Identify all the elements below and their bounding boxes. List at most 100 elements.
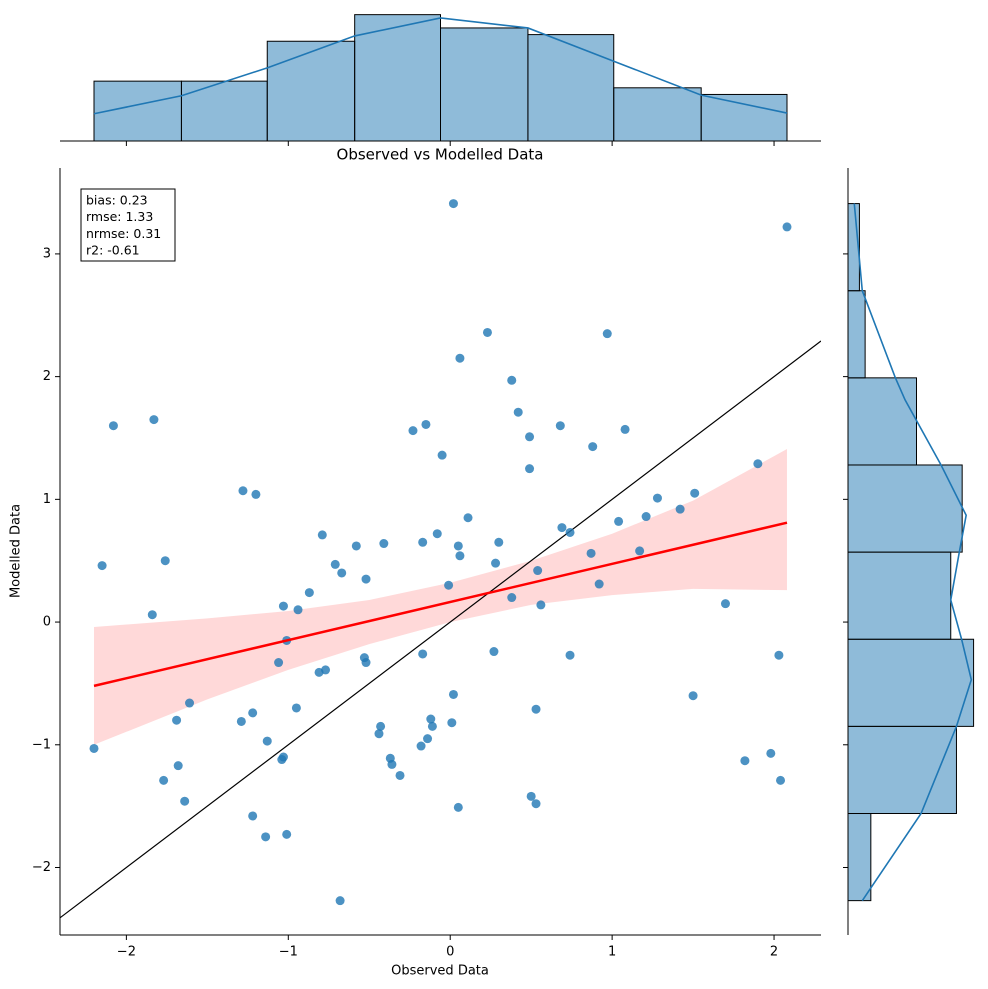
scatter-point [108,421,118,431]
scatter-point [374,729,384,739]
scatter-point [304,588,314,598]
stats-text: r2: -0.61 [86,243,140,258]
scatter-point [594,579,604,589]
scatter-point [453,802,463,812]
scatter-point [427,721,437,731]
y-tick-label: 0 [43,615,51,630]
histogram-bar [266,40,356,142]
scatter-point [753,459,763,469]
scatter-point [180,796,190,806]
x-axis-label: Observed Data [391,964,489,979]
scatter-point [525,464,535,474]
scatter-point [531,704,541,714]
scatter-point [172,715,182,725]
scatter-point [766,748,776,758]
scatter-point [444,580,454,590]
scatter-point [89,743,99,753]
scatter-point [147,610,157,620]
scatter-point [588,442,598,452]
histogram-bar [847,464,963,553]
y-tick-label: 2 [43,369,51,384]
scatter-point [513,407,523,417]
scatter-point [330,559,340,569]
histogram-bar [180,80,268,142]
scatter-point [740,756,750,766]
scatter-point [395,770,405,780]
scatter-point [291,703,301,713]
histogram-bar [440,27,529,142]
scatter-point [620,424,630,434]
scatter-point [379,539,389,549]
stats-text: bias: 0.23 [86,193,148,208]
x-tick-label: −2 [117,945,136,960]
scatter-point [149,415,159,425]
scatter-point [418,537,428,547]
scatter-point [776,775,786,785]
scatter-point [489,647,499,657]
histogram-bar [847,725,957,815]
scatter-point [185,698,195,708]
x-tick-label: 0 [446,945,454,960]
histogram-bar [847,813,872,902]
scatter-point [351,541,361,551]
scatter-point [463,513,473,523]
scatter-point [526,791,536,801]
scatter-point [448,199,458,209]
scatter-point [690,488,700,498]
scatter-point [416,741,426,751]
y-tick-label: 3 [43,246,51,261]
scatter-point [173,761,183,771]
scatter-point [536,600,546,610]
kde-curve [853,203,973,902]
histogram-bar [847,290,866,379]
scatter-point [555,421,565,431]
y-tick-label: −2 [32,860,51,875]
scatter-point [531,799,541,809]
kde-curve [93,17,788,115]
plot-area [60,199,821,919]
y-tick-label: 1 [43,492,51,507]
scatter-point [236,716,246,726]
scatter-point [586,548,596,558]
scatter-point [317,530,327,540]
scatter-point [376,721,386,731]
scatter-point [421,419,431,429]
scatter-point [238,486,248,496]
scatter-point [455,353,465,363]
scatter-point [278,601,288,611]
histogram-bar [847,377,917,466]
scatter-point [507,593,517,603]
histogram-bar [354,14,442,142]
scatter-point [160,556,170,566]
scatter-point [248,708,258,718]
scatter-point [641,512,651,522]
histogram-bar [93,80,182,142]
histogram-bar [847,638,975,727]
scatter-point [482,327,492,337]
regression-line [93,521,788,688]
scatter-point [418,649,428,659]
scatter-point [251,489,261,499]
scatter-point [507,375,517,385]
scatter-point [261,832,271,842]
scatter-point [565,650,575,660]
chart-title: Observed vs Modelled Data [337,146,544,164]
scatter-point [448,689,458,699]
scatter-point [335,896,345,906]
scatter-point [652,493,662,503]
x-tick-label: 1 [608,945,616,960]
scatter-point [248,811,258,821]
scatter-point [159,775,169,785]
identity-line [60,340,821,919]
scatter-point [453,541,463,551]
scatter-point [774,650,784,660]
scatter-point [277,755,287,765]
scatter-point [426,714,436,724]
scatter-point [97,561,107,571]
scatter-point [408,426,418,436]
scatter-point [602,329,612,339]
scatter-point [432,529,442,539]
y-tick-label: −1 [32,737,51,752]
scatter-point [525,432,535,442]
scatter-point [337,568,347,578]
